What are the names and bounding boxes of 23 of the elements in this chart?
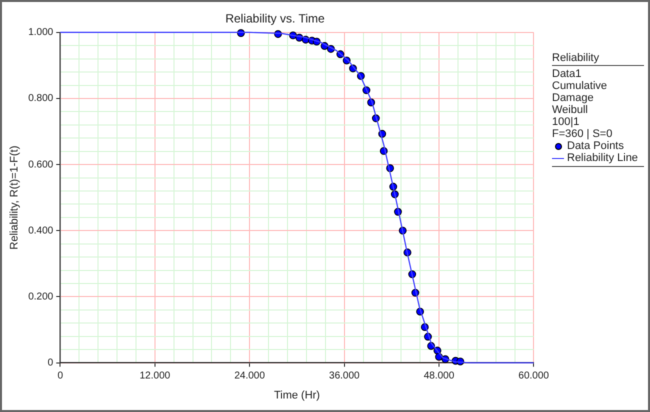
- x-axis-title: Time (Hr): [274, 389, 320, 402]
- chart-title: Reliability vs. Time: [225, 12, 326, 26]
- y-tick-label: 0: [48, 358, 54, 369]
- y-tick-label: 0.800: [28, 93, 54, 104]
- x-tick-label: 0: [57, 370, 64, 382]
- x-tick-label: 36.000: [329, 370, 360, 382]
- y-tick-label: 1.000: [28, 27, 54, 38]
- text: Weibull: [552, 104, 589, 116]
- y-tick-label: 0.400: [28, 225, 54, 236]
- legend-title: Reliability: [552, 52, 600, 64]
- x-tick-label: 60.000: [518, 370, 550, 382]
- text: F=360 | S=0: [552, 128, 614, 140]
- legend-label: Data Points: [567, 140, 624, 152]
- text: 100|1: [552, 116, 580, 128]
- y-tick-label: 0.600: [28, 159, 54, 170]
- y-axis-title: Reliability, R(t)=1-F(t): [8, 146, 21, 250]
- x-tick-label: 12.000: [140, 370, 171, 382]
- x-tick-label: 48.000: [424, 370, 455, 382]
- y-tick-label: 0.200: [28, 291, 54, 302]
- legend-label: Reliability Line: [567, 152, 638, 164]
- x-tick-label: 24.000: [234, 370, 266, 382]
- text: Data1: [552, 68, 582, 80]
- text: Cumulative Damage: [552, 80, 608, 104]
